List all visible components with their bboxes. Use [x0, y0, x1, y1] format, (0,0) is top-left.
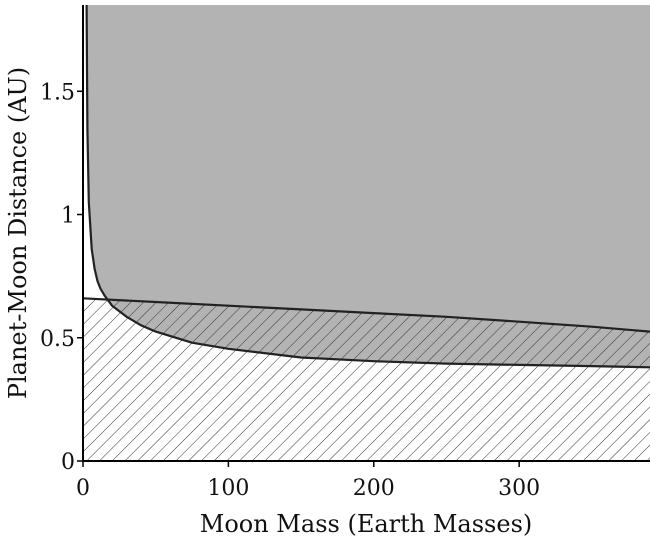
line-series-2	[83, 297, 650, 333]
x-tick-label: 100	[207, 476, 249, 501]
x-tick-label: 200	[353, 476, 395, 501]
x-tick-label: 0	[76, 476, 90, 501]
gray-region	[86, 5, 650, 368]
curve-series-1	[85, 5, 650, 369]
axes	[82, 5, 650, 462]
ticks: 0 100 200 300 0 0.5 1 1.5	[40, 80, 540, 501]
y-tick-label: 0	[61, 450, 75, 475]
x-tick-label: 300	[498, 476, 540, 501]
plot-area	[83, 5, 650, 461]
y-tick-label: 1	[61, 204, 75, 229]
y-tick-label: 0.5	[40, 327, 75, 352]
y-axis-title: Planet-Moon Distance (AU)	[4, 67, 32, 399]
y-tick-label: 1.5	[40, 80, 75, 105]
x-axis-title: Moon Mass (Earth Masses)	[200, 510, 533, 538]
